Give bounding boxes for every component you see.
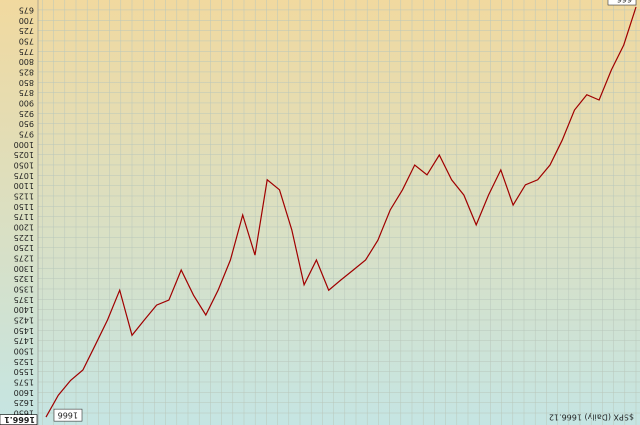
y-tick-label: 1425 xyxy=(14,315,34,324)
y-tick-label: 1000 xyxy=(14,140,34,149)
y-tick-label: 875 xyxy=(19,88,34,97)
y-tick-label: 1400 xyxy=(14,305,34,314)
y-tick-label: 725 xyxy=(19,26,34,35)
y-tick-label: 1500 xyxy=(14,346,34,355)
price-line xyxy=(45,6,637,418)
y-tick-label: 1075 xyxy=(14,171,34,180)
y-tick-label: 1275 xyxy=(14,253,34,262)
y-tick-label: 1525 xyxy=(14,357,34,366)
y-tick-label: 1050 xyxy=(14,160,34,169)
annotation-box xyxy=(53,408,83,422)
y-tick-label: 1250 xyxy=(14,243,34,252)
y-tick-label: 675 xyxy=(19,5,34,14)
y-tick-label: 1175 xyxy=(14,212,34,221)
y-tick-label: 1350 xyxy=(14,284,34,293)
y-tick-label: 825 xyxy=(19,67,34,76)
y-tick-label: 1225 xyxy=(14,233,34,242)
y-tick-label: 1450 xyxy=(14,326,34,335)
y-tick-label: 1200 xyxy=(14,222,34,231)
y-tick-label: 1475 xyxy=(14,336,34,345)
y-tick-label: 1550 xyxy=(14,367,34,376)
y-tick-label: 775 xyxy=(19,47,34,56)
y-tick-label: 1625 xyxy=(14,398,34,407)
y-tick-label: 1325 xyxy=(14,274,34,283)
y-tick-label: 900 xyxy=(19,98,34,107)
y-tick-label: 850 xyxy=(19,78,34,87)
y-tick-label: 700 xyxy=(19,16,34,25)
y-tick-label: 1375 xyxy=(14,295,34,304)
y-tick-label: 1650 xyxy=(14,409,34,418)
y-tick-label: 925 xyxy=(19,109,34,118)
last-price-label: 1666.1 xyxy=(4,415,35,424)
y-tick-label: 975 xyxy=(19,129,34,138)
y-tick-label: 950 xyxy=(19,119,34,128)
annotation-box xyxy=(607,0,637,6)
y-tick-label: 1150 xyxy=(14,202,34,211)
annotation-label: 666 xyxy=(617,0,632,4)
y-tick-label: 1600 xyxy=(14,388,34,397)
y-tick-label: 1100 xyxy=(14,181,34,190)
y-tick-label: 1575 xyxy=(14,378,34,387)
y-tick-label: 800 xyxy=(19,57,34,66)
y-tick-label: 1300 xyxy=(14,264,34,273)
y-tick-label: 1125 xyxy=(14,191,34,200)
y-tick-label: 750 xyxy=(19,36,34,45)
annotation-label: 1666 xyxy=(58,411,78,420)
y-tick-label: 1025 xyxy=(14,150,34,159)
